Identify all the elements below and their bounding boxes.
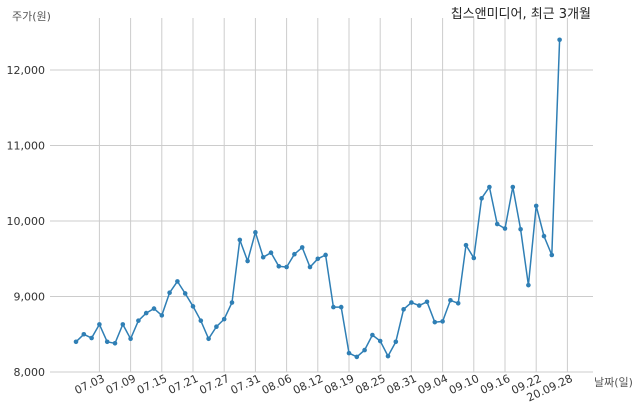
- data-point: [557, 37, 562, 43]
- data-point: [151, 306, 157, 311]
- data-point: [120, 322, 126, 327]
- x-tick-label: 07.15: [135, 372, 169, 397]
- data-point: [541, 233, 547, 239]
- data-point: [346, 350, 352, 356]
- data-point: [502, 226, 508, 231]
- x-tick-label: 08.25: [353, 372, 387, 397]
- data-point: [159, 313, 165, 318]
- data-point: [518, 227, 523, 232]
- y-tick-label: 10,000: [7, 215, 46, 228]
- x-tick-label: 08.12: [291, 372, 325, 397]
- y-axis-title: 주가(원): [12, 10, 51, 23]
- data-point: [245, 258, 250, 264]
- data-point: [260, 254, 266, 260]
- x-axis-title: 날짜(일): [594, 375, 633, 389]
- data-point: [221, 316, 227, 322]
- data-point: [112, 341, 118, 346]
- data-point: [393, 339, 399, 345]
- x-tick-label: 08.06: [260, 372, 294, 397]
- data-point: [175, 279, 180, 284]
- x-tick-label: 07.09: [104, 372, 138, 397]
- data-point: [81, 331, 87, 337]
- data-point: [73, 339, 79, 345]
- data-point: [526, 282, 531, 288]
- data-point: [104, 339, 110, 345]
- data-point: [292, 251, 297, 257]
- data-point: [424, 299, 430, 305]
- data-point: [549, 252, 555, 258]
- data-point: [182, 291, 188, 296]
- data-point: [354, 354, 360, 360]
- data-point: [440, 319, 445, 324]
- data-point: [494, 221, 500, 227]
- data-point: [284, 264, 289, 270]
- y-tick-label: 8,000: [14, 366, 46, 379]
- data-point: [89, 335, 94, 341]
- data-point: [463, 242, 469, 248]
- data-point: [190, 304, 196, 309]
- x-tick-label: 07.31: [229, 372, 263, 397]
- data-point: [409, 300, 414, 305]
- data-point: [487, 184, 492, 190]
- data-point: [455, 300, 461, 306]
- y-tick-label: 12,000: [7, 64, 46, 77]
- data-point: [214, 324, 219, 330]
- data-point: [136, 318, 141, 323]
- x-axis: 07.0307.0907.1507.2107.2707.3108.0608.12…: [73, 372, 575, 404]
- x-tick-label: 08.31: [385, 372, 419, 397]
- data-point: [331, 304, 336, 310]
- data-point: [362, 347, 367, 353]
- data-point: [307, 264, 313, 270]
- data-point: [237, 237, 243, 243]
- data-point: [97, 322, 102, 327]
- data-point: [416, 303, 422, 308]
- x-tick-label: 07.03: [73, 372, 107, 397]
- data-point: [253, 230, 258, 235]
- x-tick-label: 09.10: [447, 372, 481, 397]
- x-tick-label: 07.27: [197, 372, 231, 397]
- data-point: [229, 300, 235, 305]
- data-point: [268, 250, 274, 256]
- data-point: [299, 245, 305, 250]
- y-tick-label: 9,000: [14, 291, 46, 304]
- x-tick-label: 09.16: [478, 372, 512, 397]
- x-tick-label: 07.21: [166, 372, 200, 397]
- data-point: [167, 290, 172, 296]
- data-point: [377, 338, 383, 344]
- data-point: [323, 252, 328, 258]
- data-point: [479, 196, 484, 201]
- data-point: [533, 203, 539, 209]
- data-point: [276, 264, 282, 269]
- y-axis: 8,000 9,000 10,000 11,000 12,000: [7, 64, 46, 379]
- data-point: [370, 332, 375, 338]
- x-tick-label: 08.19: [322, 372, 356, 397]
- data-point: [510, 184, 516, 190]
- data-point: [315, 256, 321, 262]
- data-point: [143, 310, 149, 316]
- grid-lines: [50, 18, 593, 373]
- data-point: [128, 336, 133, 342]
- data-point: [206, 336, 211, 342]
- data-point: [198, 318, 204, 323]
- chart-title: 칩스앤미디어, 최근 3개월: [451, 7, 591, 22]
- y-tick-label: 11,000: [7, 140, 46, 153]
- data-point: [448, 297, 453, 303]
- data-point: [471, 255, 477, 261]
- data-point: [401, 307, 406, 312]
- data-point: [432, 319, 438, 325]
- data-points: [73, 37, 562, 360]
- data-point: [385, 353, 391, 359]
- x-tick-label: 09.04: [416, 372, 450, 397]
- data-point: [338, 304, 344, 310]
